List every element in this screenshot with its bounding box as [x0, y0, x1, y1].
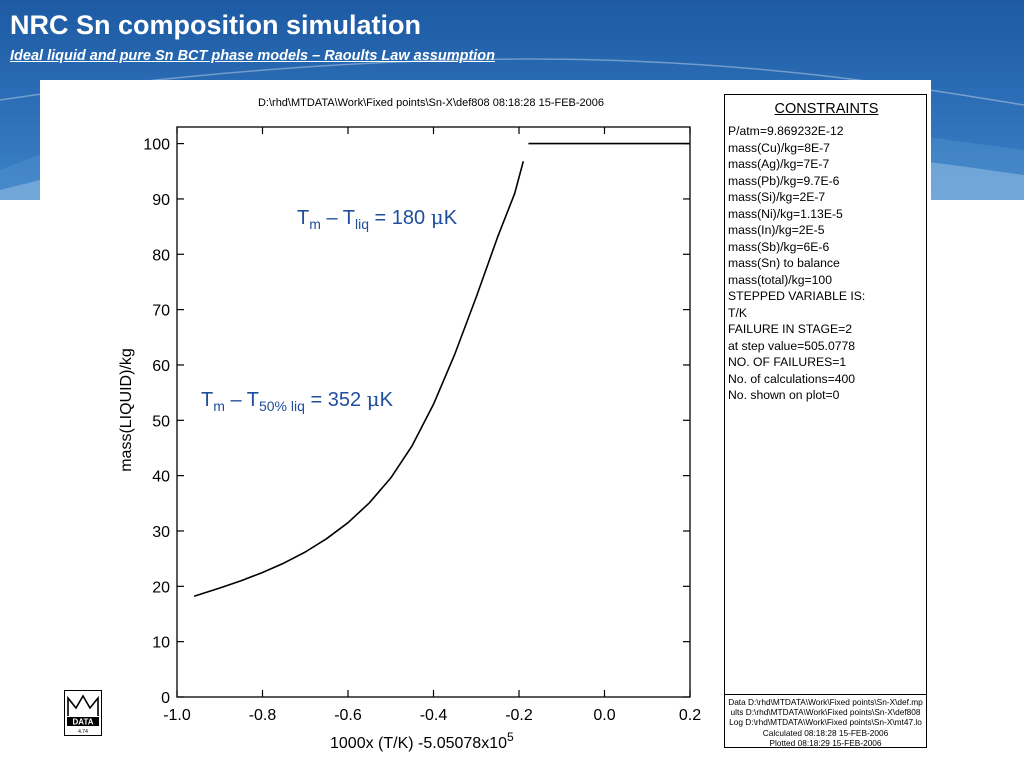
constraint-line: mass(Sb)/kg=6E-6 [728, 239, 830, 254]
x-tick-label: -0.8 [249, 707, 277, 724]
annotation-liquidus: Tm – Tliq = 180 μK [297, 205, 458, 232]
x-tick-label: -0.4 [420, 707, 448, 724]
x-tick-label: -1.0 [163, 707, 191, 724]
constraint-line: No. of calculations=400 [728, 371, 856, 386]
constraints-panel: CONSTRAINTS P/atm=9.869232E-12 mass(Cu)/k… [724, 94, 927, 748]
constraints-list: P/atm=9.869232E-12 mass(Cu)/kg=8E-7 mass(A… [728, 123, 865, 404]
constraint-line: mass(Si)/kg=2E-7 [728, 190, 826, 204]
plot-canvas: D:\rhd\MTDATA\Work\Fixed points\Sn-X\def… [40, 80, 931, 768]
y-tick-label: 50 [152, 413, 170, 430]
x-tick-label: 0.0 [593, 707, 615, 724]
y-tick-label: 10 [152, 635, 170, 652]
annotation-liquidus-unit: K [444, 207, 458, 229]
y-axis-label: mass(LIQUID)/kg [118, 348, 135, 472]
constraint-line: at step value=505.0778 [728, 338, 856, 353]
x-axis-label: 1000x (T/K) -5.05078x105 [330, 730, 514, 752]
constraint-line: No. shown on plot=0 [728, 388, 840, 402]
y-tick-label: 80 [152, 247, 170, 264]
constraints-divider [725, 694, 926, 695]
annotation-half-liquid-unit: K [380, 389, 394, 411]
constraint-line: FAILURE IN STAGE=2 [728, 322, 853, 336]
annotation-half-liquid-value: = 352 [305, 389, 367, 411]
slide-subtitle: Ideal liquid and pure Sn BCT phase model… [10, 48, 496, 64]
slide-title: NRC Sn composition simulation [10, 10, 422, 40]
annotation-liquidus-dash: – T [321, 207, 355, 229]
constraint-line: NO. OF FAILURES=1 [728, 355, 847, 369]
chart: D:\rhd\MTDATA\Work\Fixed points\Sn-X\def… [118, 97, 701, 752]
footer-line: Data D:\rhd\MTDATA\Work\Fixed points\Sn-… [728, 697, 923, 707]
annotation-liquidus-sub2: liq [355, 216, 369, 232]
constraint-line: mass(Ni)/kg=1.13E-5 [728, 206, 843, 221]
y-tick-label: 20 [152, 579, 170, 596]
x-tick-label: 0.2 [679, 707, 701, 724]
chart-file-title: D:\rhd\MTDATA\Work\Fixed points\Sn-X\def… [258, 97, 604, 109]
x-axis-label-exponent: 5 [507, 730, 514, 744]
logo-text: DATA [72, 718, 93, 727]
annotation-liquidus-value: = 180 [369, 207, 431, 229]
constraint-line: mass(Pb)/kg=9.7E-6 [728, 173, 840, 188]
x-axis-label-main: 1000x (T/K) -5.05078x10 [330, 735, 507, 752]
footer-line: Calculated 08:18:28 15-FEB-2006 [762, 727, 889, 738]
series-line-0 [193, 161, 525, 598]
annotation-liquidus-mu: μ [431, 205, 444, 229]
ticks: -1.0 -0.8 -0.6 -0.4 -0.2 0.0 0.2 0 10 20 30 40 50 60 7… [143, 127, 701, 724]
annotation-half-liquid-sub2: 50% liq [259, 398, 305, 414]
annotation-liquidus-T: T [297, 207, 309, 229]
y-tick-label: 60 [152, 358, 170, 375]
y-tick-label: 70 [152, 303, 170, 320]
annotation-liquidus-sub1: m [309, 216, 321, 232]
annotation-half-liquid-sub1: m [213, 398, 225, 414]
mtdata-logo: DATA 4.74 [64, 690, 102, 736]
footer-line: Log D:\rhd\MTDATA\Work\Fixed points\Sn-X… [729, 717, 922, 728]
footer-line: ults D:\rhd\MTDATA\Work\Fixed points\Sn-… [730, 707, 921, 718]
constraint-line: STEPPED VARIABLE IS: [728, 289, 866, 303]
constraints-title: CONSTRAINTS [774, 101, 879, 117]
constraint-line: mass(In)/kg=2E-5 [728, 223, 825, 237]
y-tick-label: 100 [143, 137, 170, 154]
constraint-line: T/K [728, 305, 747, 320]
constraints-footer: Data D:\rhd\MTDATA\Work\Fixed points\Sn-… [725, 697, 926, 748]
annotation-half-liquid-mu: μ [367, 387, 380, 411]
constraint-line: mass(total)/kg=100 [728, 272, 832, 287]
y-tick-label: 30 [152, 524, 170, 541]
series [193, 142, 690, 598]
logo-version: 4.74 [78, 729, 88, 735]
x-tick-label: -0.6 [334, 707, 362, 724]
y-tick-label: 90 [152, 192, 170, 209]
constraint-line: P/atm=9.869232E-12 [728, 124, 844, 138]
annotation-half-liquid: Tm – T50% liq = 352 μK [201, 387, 394, 414]
constraint-line: mass(Ag)/kg=7E-7 [728, 157, 830, 171]
constraint-line: mass(Sn) to balance [728, 256, 840, 270]
x-tick-label: -0.2 [505, 707, 533, 724]
annotation-half-liquid-T: T [201, 389, 213, 411]
y-tick-label: 40 [152, 469, 170, 486]
constraint-line: mass(Cu)/kg=8E-7 [728, 140, 830, 155]
footer-line: Plotted 08:18:29 15-FEB-2006 [769, 737, 882, 748]
annotation-half-liquid-dash: – T [225, 389, 259, 411]
y-tick-label: 0 [161, 690, 170, 707]
